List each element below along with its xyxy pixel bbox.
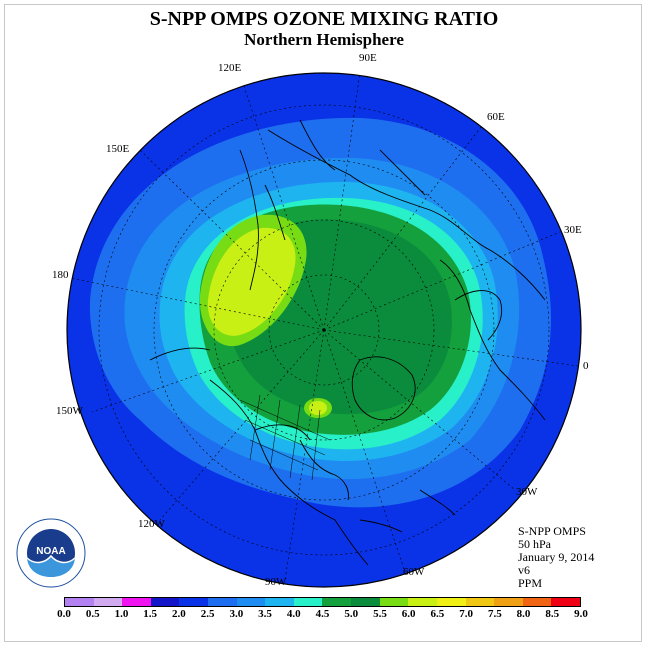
colorbar-tick-label: 9.0 xyxy=(574,608,588,620)
colorbar-segment xyxy=(379,598,409,606)
lon-label-180: 180 xyxy=(52,269,69,281)
colorbar-tick-label: 4.5 xyxy=(315,608,330,620)
colorbar-tick-label: 3.0 xyxy=(229,608,244,620)
info-level: 50 hPa xyxy=(518,537,551,551)
coastlines xyxy=(149,119,546,566)
colorbar-tick-label: 1.0 xyxy=(114,608,129,620)
lon-label-90e: 90E xyxy=(359,52,377,64)
figure-frame xyxy=(4,4,642,642)
colorbar-tick-label: 1.5 xyxy=(143,608,158,620)
page-subtitle: Northern Hemisphere xyxy=(244,30,404,49)
colorbar-segment xyxy=(265,598,294,606)
meridian-120w xyxy=(159,329,325,521)
colorbar-segment xyxy=(551,598,580,606)
meridian-180 xyxy=(69,277,325,331)
lon-label-120e: 120E xyxy=(218,62,242,74)
map-boundary xyxy=(66,72,582,588)
colorbar-segment xyxy=(293,598,323,606)
colorbar-segment xyxy=(494,598,523,606)
colorbar-tick-label: 5.0 xyxy=(344,608,359,620)
colorbar-segment xyxy=(65,598,94,606)
colorbar-tick-label: 8.0 xyxy=(516,608,531,620)
colorbar-segment xyxy=(522,598,552,606)
colorbar-segment xyxy=(179,598,209,606)
meridian-150w xyxy=(91,329,325,413)
lon-label-60w: 60W xyxy=(403,566,425,578)
coast-canada-grid xyxy=(239,394,331,481)
colorbar-segment xyxy=(322,598,352,606)
latitude-circle-70 xyxy=(268,274,380,386)
lon-label-120w: 120W xyxy=(138,518,165,530)
colorbar-tick-label: 6.5 xyxy=(430,608,445,620)
info-instrument: S-NPP OMPS xyxy=(518,524,586,538)
logo-text: NOAA xyxy=(36,546,65,557)
field-hudson-bay-maximum xyxy=(309,401,327,415)
colorbar xyxy=(64,597,581,607)
colorbar-segment xyxy=(408,598,437,606)
meridian-90w xyxy=(284,329,325,581)
info-date: January 9, 2014 xyxy=(518,550,595,564)
colorbar-segment xyxy=(208,598,237,606)
colorbar-tick-label: 0.5 xyxy=(85,608,100,620)
colorbar-segment xyxy=(122,598,151,606)
colorbar-tick-label: 0.0 xyxy=(57,608,71,620)
info-units: PPM xyxy=(518,576,543,590)
colorbar-segment xyxy=(93,598,123,606)
lon-label-0: 0 xyxy=(583,360,589,372)
coast-north-america xyxy=(209,379,369,566)
colorbar-tick-label: 5.5 xyxy=(373,608,387,620)
meridian-120e xyxy=(241,79,325,331)
colorbar-tick-label: 6.0 xyxy=(401,608,416,620)
info-version: v6 xyxy=(518,563,530,577)
meridian-90e xyxy=(323,73,361,331)
coast-greenland xyxy=(351,356,416,421)
lon-label-150w: 150W xyxy=(56,405,83,417)
noaa-logo-icon: NOAA xyxy=(16,518,86,588)
coast-alaska-siberia xyxy=(149,149,286,361)
lon-label-90w: 90W xyxy=(265,576,287,588)
colorbar-segment xyxy=(351,598,380,606)
colorbar-tick-label: 2.5 xyxy=(200,608,215,620)
colorbar-tick-label: 7.0 xyxy=(459,608,473,620)
lon-label-30w: 30W xyxy=(516,486,538,498)
lon-label-60e: 60E xyxy=(487,111,505,123)
colorbar-segment xyxy=(236,598,266,606)
coast-caribbean xyxy=(359,489,456,533)
colorbar-tick-label: 4.0 xyxy=(286,608,301,620)
colorbar-tick-label: 2.0 xyxy=(172,608,186,620)
colorbar-segment xyxy=(436,598,466,606)
lon-label-30e: 30E xyxy=(564,224,582,236)
latitude-circle-50 xyxy=(213,219,435,441)
colorbar-tick-label: 8.5 xyxy=(545,608,560,620)
colorbar-segment xyxy=(150,598,180,606)
colorbar-segment xyxy=(465,598,495,606)
colorbar-tick-label: 7.5 xyxy=(487,608,502,620)
lon-label-150e: 150E xyxy=(106,143,130,155)
coast-eurasia-north xyxy=(267,119,546,301)
latitude-circle-10 xyxy=(98,104,550,556)
meridian-30w xyxy=(323,329,516,491)
page-title: S-NPP OMPS OZONE MIXING RATIO xyxy=(149,8,499,30)
colorbar-tick-label: 3.5 xyxy=(258,608,272,620)
coast-europe xyxy=(439,259,546,421)
info-block: S-NPP OMPS 50 hPa January 9, 2014 v6 PPM xyxy=(518,525,594,590)
